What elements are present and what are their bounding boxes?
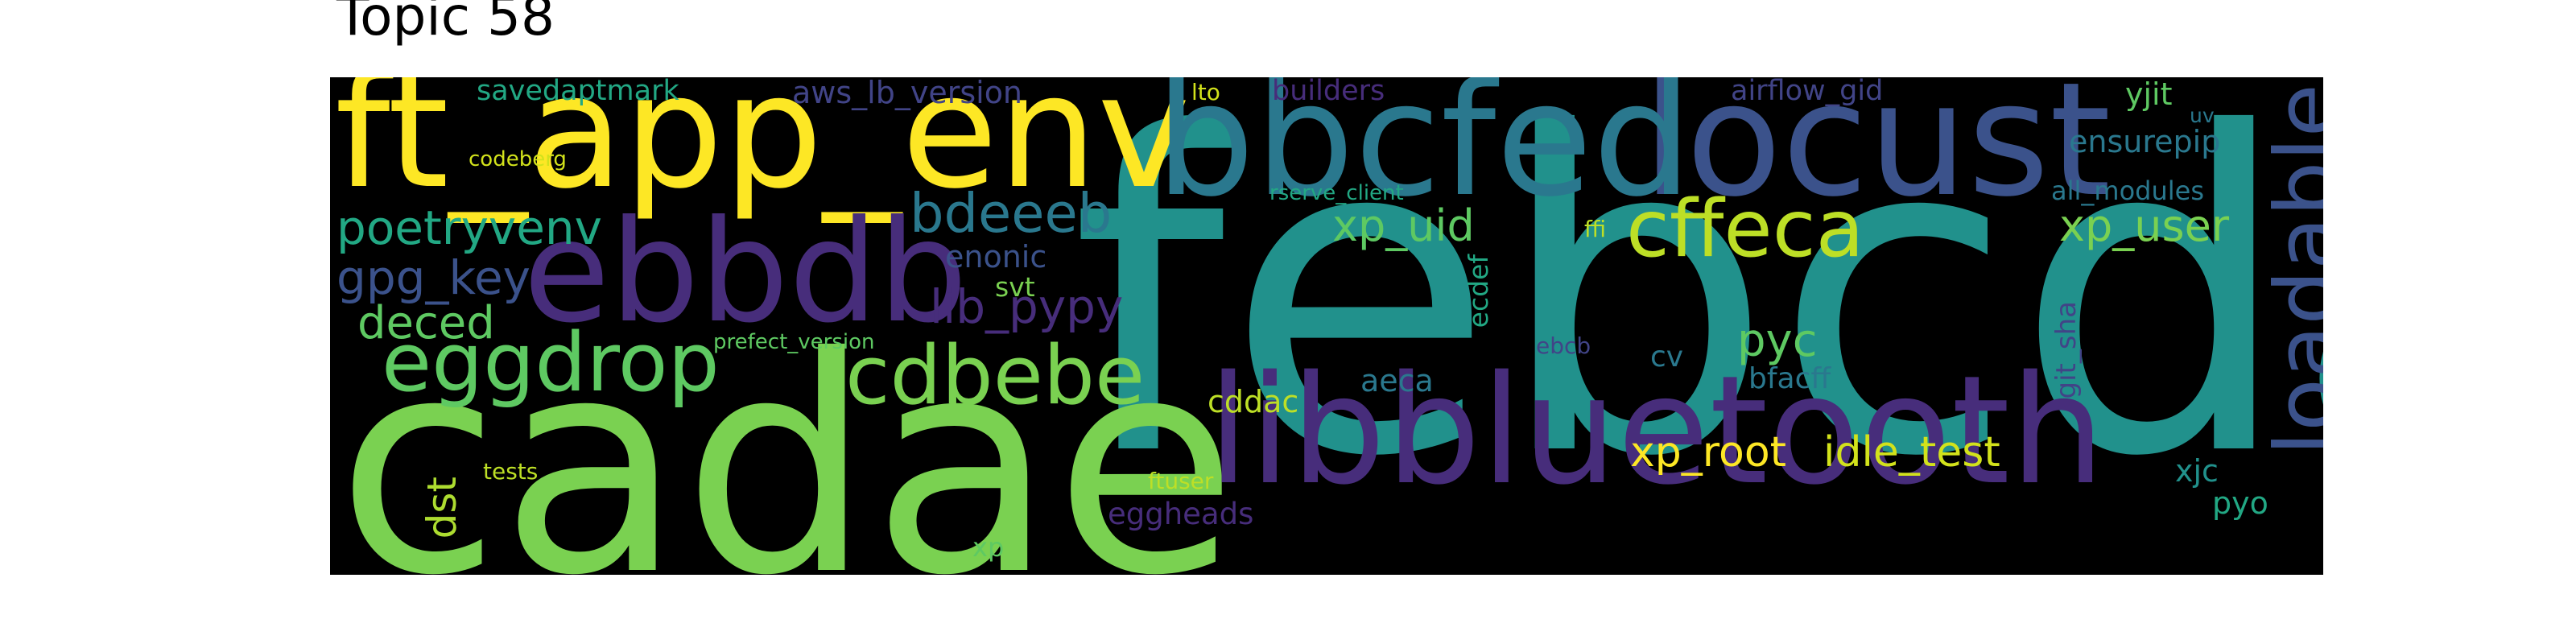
word-cloud: febcda cadae ft_app_env locust bbcfed li… [330, 77, 2323, 575]
word-lto: lto [1191, 79, 1220, 105]
word-ft-app-env: ft_app_env [335, 77, 1191, 223]
word-svt: svt [995, 271, 1035, 303]
word-uv: uv [2190, 104, 2215, 127]
word-ftuser: ftuser [1148, 468, 1214, 494]
word-enonic: enonic [945, 239, 1047, 275]
word-tests: tests [483, 458, 539, 485]
word-libbluetooth: libbluetooth [1208, 343, 2105, 518]
word-ensurepip: ensurepip [2069, 124, 2221, 159]
word-bbcfed: bbcfed [1155, 77, 1693, 231]
word-ebbdb: ebbdb [523, 191, 968, 354]
word-loadable: loadable [2257, 84, 2323, 456]
word-lib-pypy: lib_pypy [930, 279, 1124, 334]
word-cffeca: cffeca [1626, 184, 1864, 275]
word-cddac: cddac [1208, 384, 1299, 419]
word-codeberg: codeberg [469, 147, 567, 171]
word-aeca: aeca [1360, 363, 1434, 398]
word-idle-test: idle_test [1823, 428, 2000, 477]
word-deced: deced [357, 297, 495, 349]
word-locust: locust [1642, 77, 2112, 231]
word-poetryvenv: poetryvenv [336, 200, 602, 255]
word-prefect-version: prefect_version [713, 330, 875, 354]
word-xp-uid: xp_uid [1332, 200, 1475, 251]
word-xp: xp [972, 532, 1005, 563]
word-cv: cv [1650, 341, 1684, 374]
word-all-modules: all_modules [2051, 175, 2204, 206]
word-bdeeeb: bdeeeb [910, 182, 1113, 245]
word-febcda: febcda [1071, 77, 2323, 552]
word-xp-root: xp_root [1630, 428, 1787, 477]
word-airflow-gid: airflow_gid [1731, 77, 1884, 107]
word-rserve-client: rserve_client [1269, 181, 1404, 205]
word-git-sha: git_sha [2050, 301, 2083, 399]
word-eggdrop: eggdrop [382, 315, 720, 410]
word-ebcb: ebcb [1536, 332, 1591, 359]
word-cadae: cadae [336, 295, 1238, 575]
word-eggheads: eggheads [1108, 497, 1254, 531]
word-aws-lb-version: aws_lb_version [792, 77, 1023, 110]
page-title: Topic 58 [336, 0, 555, 47]
word-pyo: pyo [2212, 485, 2268, 521]
word-pyc: pyc [1737, 315, 1818, 367]
word-builders: builders [1272, 77, 1385, 107]
word-savedaptmark: savedaptmark [477, 77, 679, 107]
word-xjc: xjc [2175, 453, 2219, 489]
word-xp-user: xp_user [2059, 200, 2230, 251]
word-bfacff: bfacff [1748, 362, 1831, 395]
word-yjit: yjit [2125, 77, 2173, 112]
word-cdbebe: cdbebe [845, 328, 1146, 423]
word-gpg-key: gpg_key [336, 250, 530, 305]
word-ffi: ffi [1584, 216, 1607, 242]
word-ecdef: ecdef [1463, 254, 1494, 328]
word-dst: dst [419, 477, 465, 539]
